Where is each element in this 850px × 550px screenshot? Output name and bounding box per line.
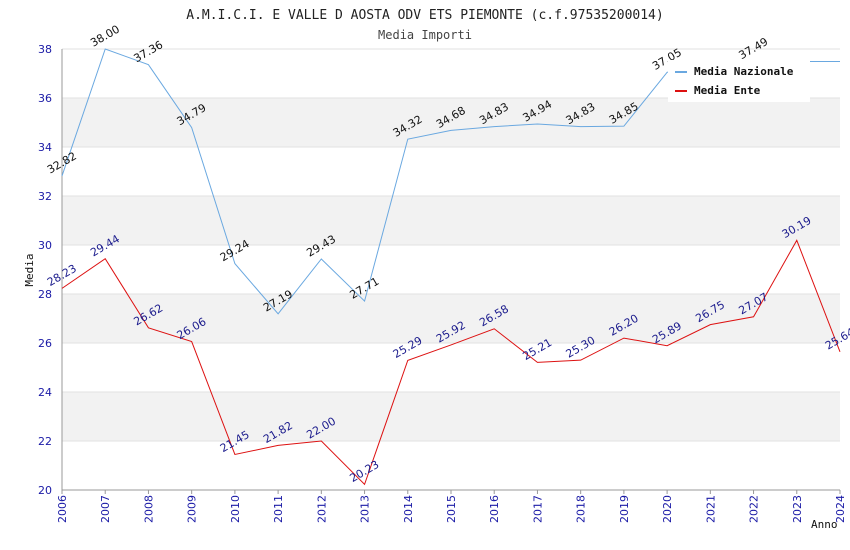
- x-tick-label: 2014: [402, 495, 415, 523]
- x-tick-label: 2010: [229, 495, 242, 523]
- series-line-media-ente: [61, 239, 841, 486]
- x-tick-label: 2024: [834, 495, 847, 523]
- x-tick-label: 2009: [186, 495, 199, 523]
- grid-band: [62, 294, 840, 343]
- y-tick-label: 28: [38, 288, 52, 301]
- x-tick-label: 2021: [704, 495, 717, 523]
- x-tick-label: 2020: [661, 495, 674, 523]
- grid-band: [62, 98, 840, 147]
- y-tick-label: 22: [38, 435, 52, 448]
- grid-band: [62, 196, 840, 245]
- legend-label-media-nazionale: Media Nazionale: [694, 65, 794, 78]
- x-tick-label: 2006: [56, 495, 69, 523]
- x-tick-label: 2015: [445, 495, 458, 523]
- y-tick-label: 20: [38, 484, 52, 497]
- x-tick-label: 2008: [142, 495, 155, 523]
- y-tick-label: 38: [38, 43, 52, 56]
- y-tick-label: 36: [38, 92, 52, 105]
- chart-title: A.M.I.C.I. E VALLE D AOSTA ODV ETS PIEMO…: [186, 8, 663, 23]
- legend-box: [668, 60, 810, 102]
- x-axis-label: Anno: [811, 518, 838, 531]
- y-tick-label: 26: [38, 337, 52, 350]
- x-tick-label: 2016: [488, 495, 501, 523]
- x-axis-ticks: 2006 2007 2008 2009 2010 2011 2012 2013 2014 2015…: [56, 490, 847, 523]
- x-tick-label: 2011: [272, 495, 285, 523]
- legend-label-media-ente: Media Ente: [694, 84, 761, 97]
- x-tick-label: 2019: [618, 495, 631, 523]
- grid-band: [62, 147, 840, 196]
- x-tick-label: 2018: [575, 495, 588, 523]
- grid-band: [62, 392, 840, 441]
- background-bands: [62, 48, 840, 491]
- x-tick-label: 2022: [748, 495, 761, 523]
- x-tick-label: 2012: [315, 495, 328, 523]
- y-tick-label: 24: [38, 386, 52, 399]
- y-tick-label: 30: [38, 239, 52, 252]
- chart-subtitle: Media Importi: [378, 28, 472, 42]
- x-tick-label: 2007: [99, 495, 112, 523]
- y-tick-label: 32: [38, 190, 52, 203]
- y-axis-label: Media: [23, 253, 36, 286]
- grid-band: [62, 245, 840, 294]
- grid-band: [62, 441, 840, 490]
- data-label: 38.00: [88, 23, 122, 50]
- grid-band: [62, 343, 840, 392]
- x-tick-label: 2017: [531, 495, 544, 523]
- legend: Media Nazionale Media Ente: [668, 60, 810, 102]
- y-axis-ticks: 20 22 24 26 28 30 32 34 36 38: [38, 43, 52, 497]
- y-tick-label: 34: [38, 141, 52, 154]
- x-tick-label: 2013: [359, 495, 372, 523]
- x-tick-label: 2023: [791, 495, 804, 523]
